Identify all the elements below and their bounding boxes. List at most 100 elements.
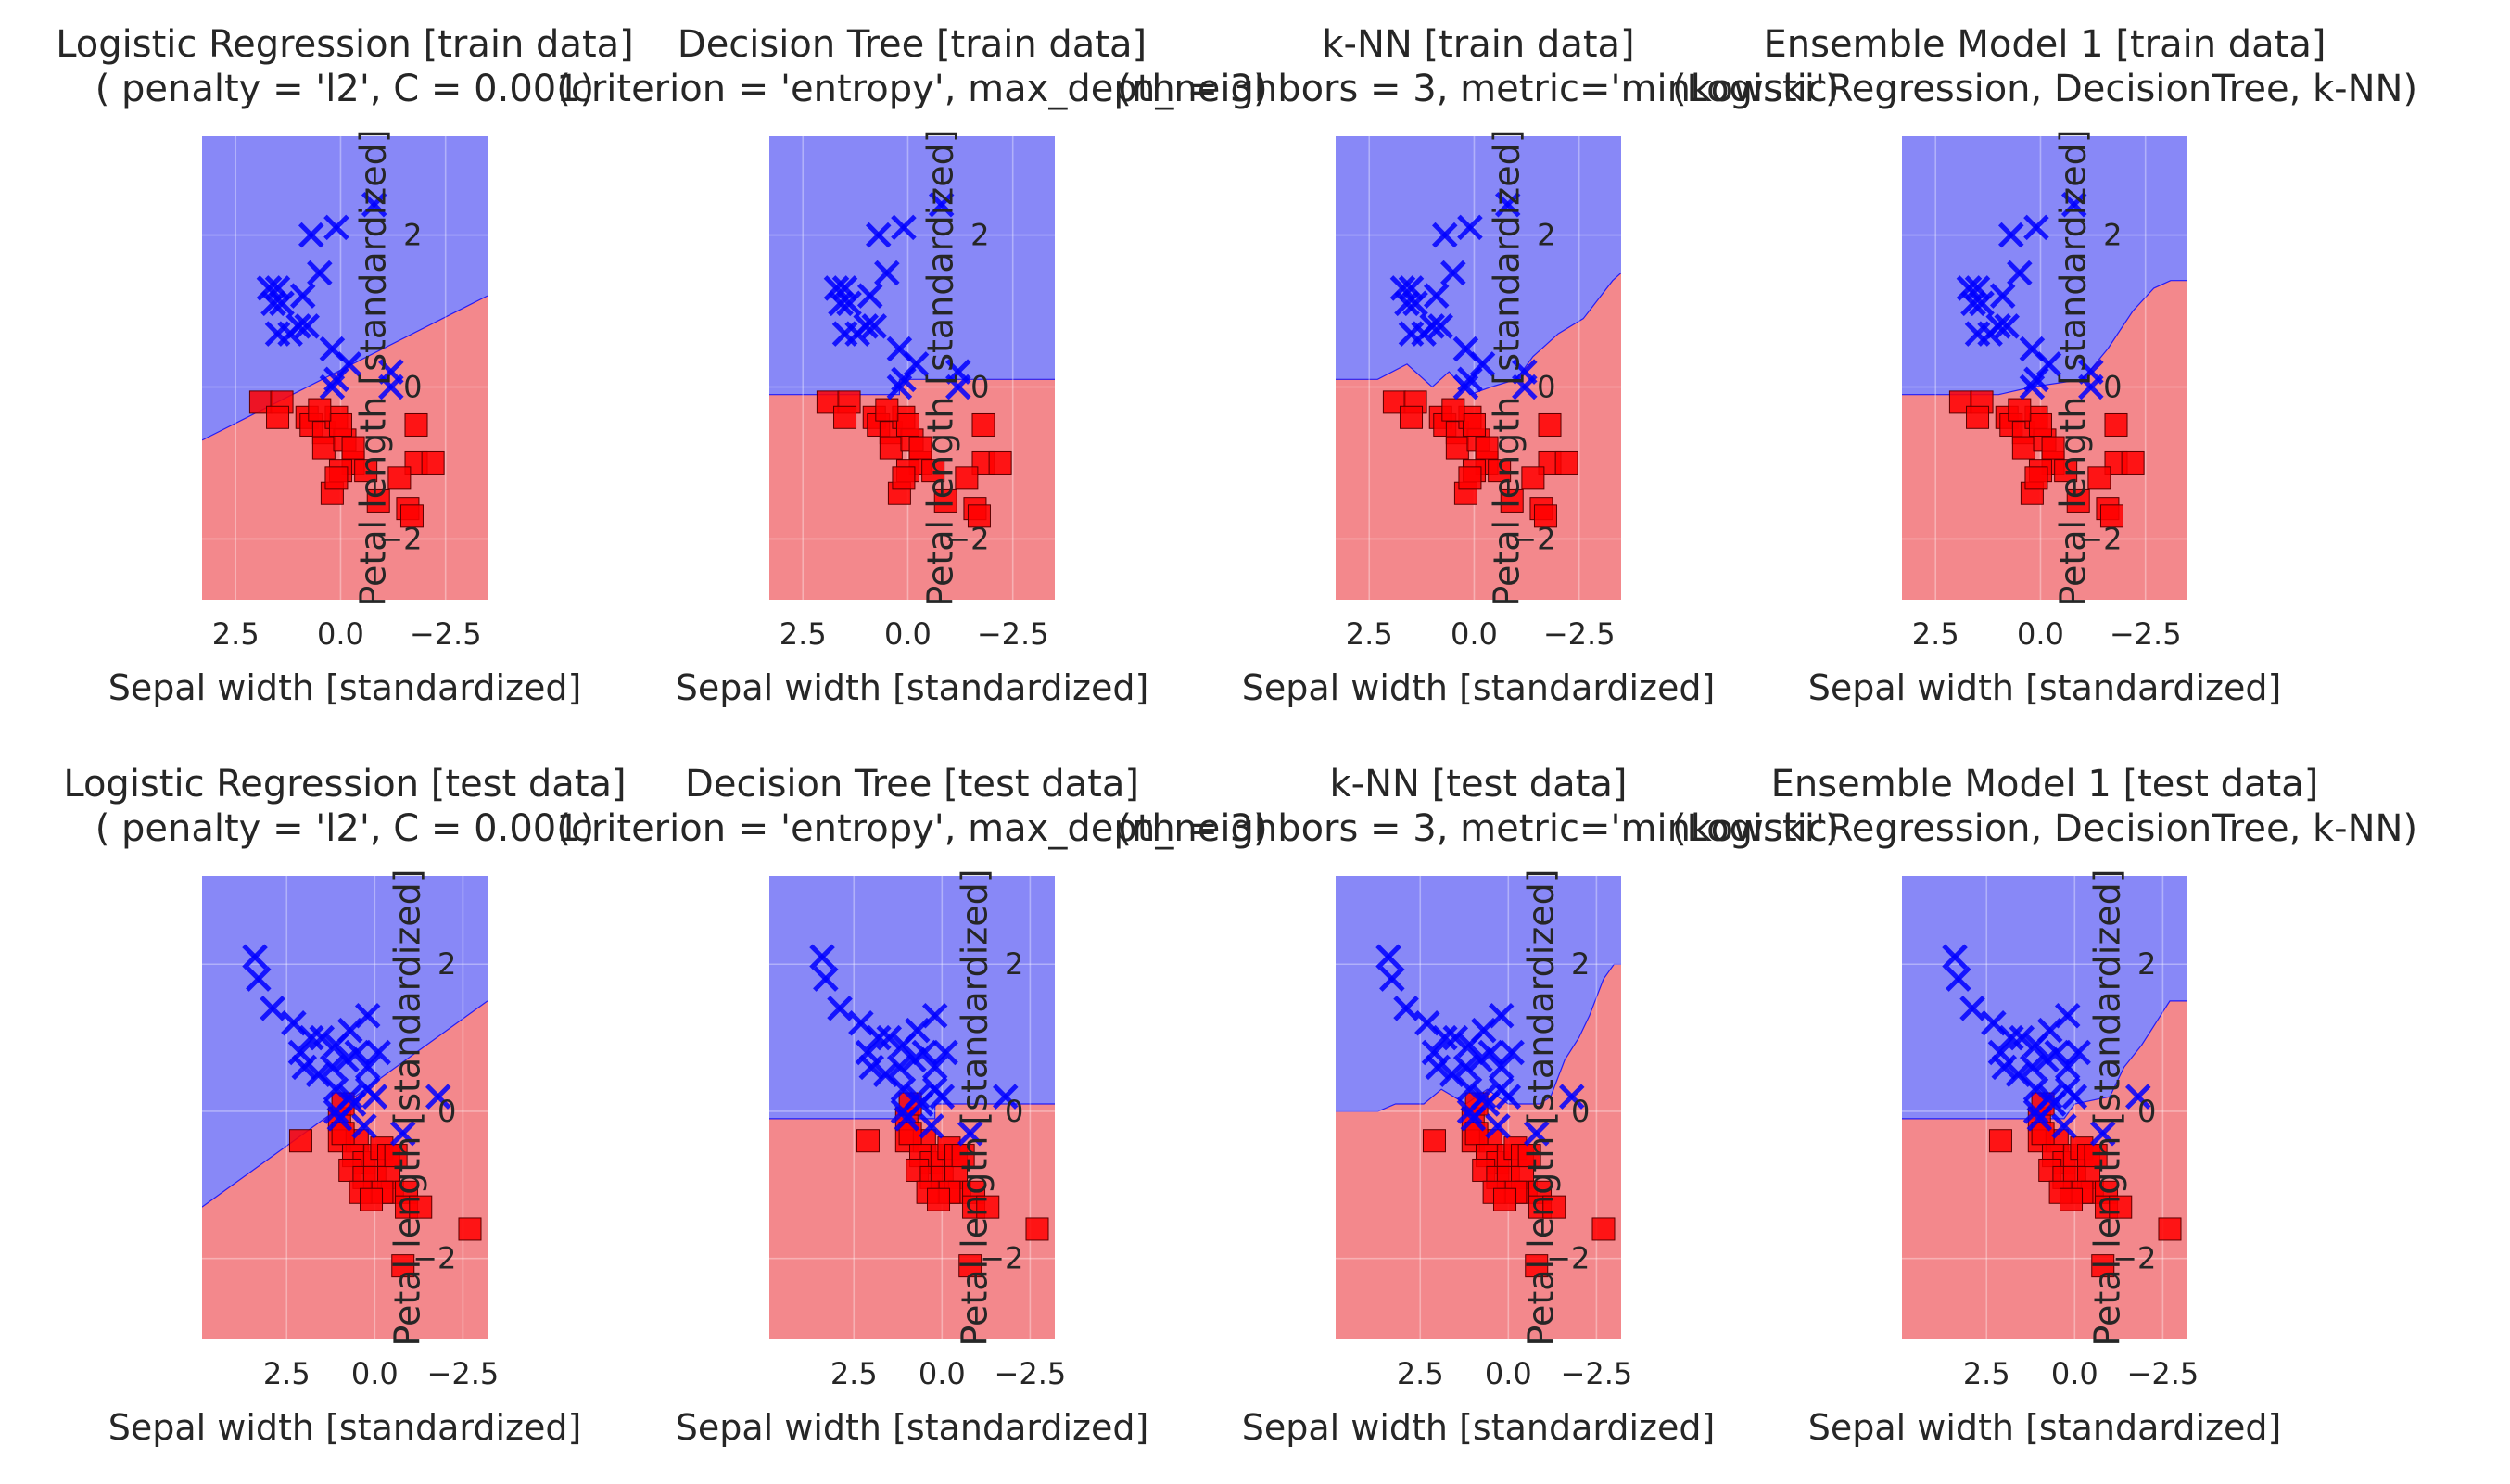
x-marker xyxy=(1425,1054,1451,1081)
square-marker xyxy=(2008,398,2032,422)
markers xyxy=(248,192,445,528)
x-marker xyxy=(2089,1121,2116,1147)
square-marker xyxy=(2084,1144,2108,1168)
chart-subtitle: (LogisticRegression, DecisionTree, k-NN) xyxy=(1672,68,2417,110)
square-marker xyxy=(1400,405,1424,429)
y-tick-label: −2 xyxy=(980,1241,1023,1276)
square-marker xyxy=(1554,450,1578,475)
x-axis-label: Sepal width [standardized] xyxy=(676,667,1149,708)
x-marker xyxy=(2054,1054,2081,1081)
x-marker xyxy=(326,1106,353,1132)
x-marker xyxy=(260,290,286,317)
square-marker xyxy=(2066,488,2090,513)
x-tick-label: 2.5 xyxy=(1912,616,1959,652)
markers xyxy=(1375,944,1616,1278)
x-marker xyxy=(844,321,870,347)
y-tick-label: −2 xyxy=(2078,521,2122,556)
square-marker xyxy=(1475,436,1499,460)
square-marker xyxy=(879,436,903,460)
square-marker xyxy=(1441,398,1465,422)
square-marker xyxy=(399,504,424,528)
square-marker xyxy=(1591,1217,1616,1241)
class-1-region xyxy=(202,876,488,1208)
x-tick-label: −2.5 xyxy=(995,1356,1067,1391)
x-marker xyxy=(361,192,387,218)
chart-title: Logistic Regression [train data] xyxy=(56,23,634,66)
square-marker xyxy=(856,1129,880,1153)
x-marker xyxy=(1421,1039,1448,1066)
x-marker xyxy=(890,1098,917,1124)
square-marker xyxy=(958,1254,982,1278)
square-marker xyxy=(1538,412,1562,437)
square-marker xyxy=(951,1144,975,1168)
x-marker xyxy=(1969,290,1995,317)
square-marker xyxy=(324,466,349,490)
x-marker xyxy=(323,366,349,393)
x-marker xyxy=(2023,366,2049,393)
x-marker xyxy=(992,1084,1019,1110)
square-marker xyxy=(1517,1144,1541,1168)
x-marker xyxy=(1440,260,1466,286)
x-marker xyxy=(2022,1098,2049,1124)
x-marker xyxy=(2054,1003,2081,1029)
x-marker xyxy=(1379,966,1405,992)
x-marker xyxy=(957,1121,983,1147)
x-marker xyxy=(2061,1084,2088,1110)
square-marker xyxy=(955,466,979,490)
y-tick-label: 0 xyxy=(2137,1094,2156,1129)
x-marker xyxy=(2007,260,2033,286)
x-marker xyxy=(921,1054,948,1081)
y-tick-label: −2 xyxy=(1546,1241,1590,1276)
x-axis-label: Sepal width [standardized] xyxy=(1242,1407,1716,1448)
square-marker xyxy=(360,1187,384,1211)
square-marker xyxy=(1500,488,1524,513)
square-marker xyxy=(1458,466,1482,490)
y-tick-label: 0 xyxy=(403,369,422,404)
x-marker xyxy=(1959,996,1985,1021)
x-marker xyxy=(1427,313,1454,339)
x-axis-label: Sepal width [standardized] xyxy=(1808,1407,2282,1448)
x-marker xyxy=(344,1039,371,1066)
square-marker xyxy=(404,412,428,437)
square-marker xyxy=(458,1217,482,1241)
x-marker xyxy=(2124,1084,2151,1110)
class-1-region xyxy=(202,136,488,440)
x-tick-label: 2.5 xyxy=(1346,616,1393,652)
x-marker xyxy=(1477,1039,1504,1066)
markers xyxy=(816,192,1012,528)
square-marker xyxy=(311,436,336,460)
square-marker xyxy=(2087,466,2111,490)
square-marker xyxy=(2060,1187,2084,1211)
x-tick-label: −2.5 xyxy=(1543,616,1616,652)
x-marker xyxy=(1997,222,2024,248)
square-marker xyxy=(384,1144,408,1168)
subplot-7: 2.5 0.0 −2.5 2 0 −2 Sepal width [standardized]… xyxy=(1117,763,1839,1448)
square-marker xyxy=(1493,1187,1517,1211)
x-tick-label: 0.0 xyxy=(317,616,364,652)
x-marker xyxy=(855,1039,881,1066)
square-marker xyxy=(2121,450,2145,475)
x-marker xyxy=(865,222,892,248)
y-axis-label: Petal length [standardized] xyxy=(1520,869,1561,1346)
chart-subtitle: (criterion = 'entropy', max_depth = 3) xyxy=(556,68,1268,110)
x-marker xyxy=(856,283,883,309)
square-marker xyxy=(366,488,390,513)
x-marker xyxy=(858,1054,885,1081)
x-marker xyxy=(319,336,346,362)
x-marker xyxy=(246,966,272,992)
subplot-3: 2.5 0.0 −2.5 2 0 −2 Sepal width [standardized]… xyxy=(1117,23,1839,708)
x-marker xyxy=(1442,1024,1469,1051)
square-marker xyxy=(1533,504,1557,528)
square-marker xyxy=(2109,1195,2133,1219)
x-axis-label: Sepal width [standardized] xyxy=(108,1407,582,1448)
chart-subtitle: (n_neighbors = 3, metric='minkowski') xyxy=(1117,807,1839,850)
x-marker xyxy=(929,1084,956,1110)
square-marker xyxy=(2024,466,2048,490)
square-marker xyxy=(976,1195,1000,1219)
x-marker xyxy=(298,222,324,248)
y-axis-label: Petal length [standardized] xyxy=(2086,869,2127,1346)
grid xyxy=(202,876,488,1339)
chart-title: Decision Tree [test data] xyxy=(685,763,1139,805)
x-marker xyxy=(2023,214,2049,241)
